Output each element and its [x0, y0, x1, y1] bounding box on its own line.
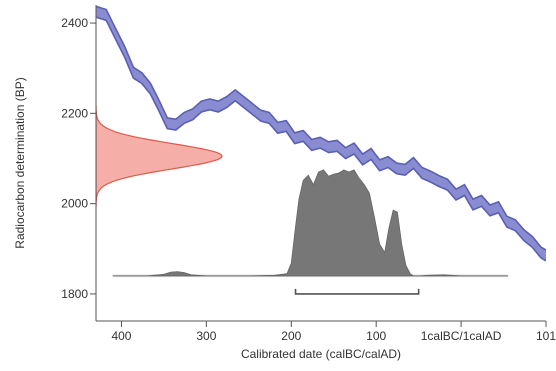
plot-clip-group: [96, 5, 546, 295]
x-tick-label: 400: [111, 329, 131, 343]
y-axis-title: Radiocarbon determination (BP): [13, 77, 27, 248]
calibration-curve-upper: [96, 5, 546, 251]
y-tick-label: 2200: [61, 106, 88, 120]
x-tick-label: 100: [366, 329, 386, 343]
x-tick-label: 200: [281, 329, 301, 343]
y-tick-label: 1800: [61, 287, 88, 301]
range-bracket: [294, 288, 420, 295]
x-axis-title: Calibrated date (calBC/calAD): [241, 347, 401, 361]
y-tick-label: 2000: [61, 197, 88, 211]
x-tick-label: 300: [196, 329, 216, 343]
plot-area: [96, 5, 546, 295]
y-tick-label: 2400: [61, 16, 88, 30]
axes: 2400 2200 2000 1800 400 300 200 100 1calBC/1calA…: [61, 5, 556, 343]
calibration-curve-lower: [96, 16, 546, 262]
measurement-distribution: [96, 105, 223, 207]
x-tick-label: 1calBC/1calAD: [421, 329, 502, 343]
x-tick-label: 101: [536, 329, 556, 343]
posterior-distribution: [112, 169, 509, 277]
